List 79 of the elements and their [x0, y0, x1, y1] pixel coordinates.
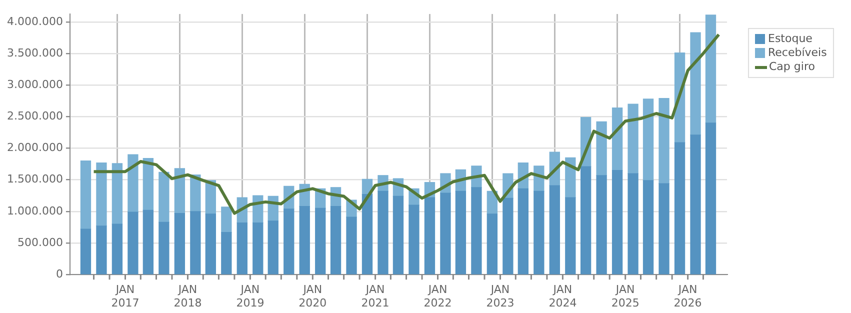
- x-tick-label: JAN 2025: [611, 283, 640, 310]
- y-tick-label: 500.000: [17, 236, 63, 249]
- bar: [534, 190, 544, 274]
- y-tick-label: 0: [56, 267, 63, 280]
- bar: [690, 134, 701, 274]
- bar: [612, 107, 623, 171]
- x-tick-label: JAN 2021: [361, 283, 390, 310]
- y-tick-label: 1.500.000: [7, 172, 63, 186]
- bar: [142, 210, 154, 274]
- bar: [642, 98, 654, 181]
- bar: [612, 170, 623, 274]
- bar: [596, 175, 607, 274]
- bar: [408, 204, 420, 274]
- x-tick-label: JAN 2020: [298, 283, 327, 310]
- bar: [284, 208, 294, 274]
- y-tick-label: 2.500.000: [7, 110, 63, 123]
- bar: [299, 206, 310, 274]
- bar: [112, 163, 123, 224]
- bar: [142, 158, 154, 210]
- bar: [628, 173, 638, 274]
- x-tick-label: JAN 2019: [236, 283, 264, 310]
- bar: [596, 121, 607, 176]
- bar: [424, 197, 436, 274]
- bar: [518, 188, 528, 274]
- bar: [112, 224, 123, 274]
- bar: [705, 14, 716, 124]
- bar: [221, 206, 232, 233]
- x-tick-label: JAN 2018: [174, 283, 202, 310]
- bar: [80, 160, 92, 230]
- bar: [392, 196, 404, 274]
- y-tick-label: 3.000.000: [7, 78, 63, 91]
- bar: [658, 98, 670, 184]
- bar: [705, 122, 716, 274]
- bar: [362, 194, 373, 274]
- bar: [330, 206, 342, 274]
- y-tick-label: 1.000.000: [7, 204, 63, 218]
- legend-label: Cap giro: [769, 60, 815, 74]
- bar: [642, 180, 654, 274]
- bar: [158, 222, 170, 274]
- bar: [190, 174, 201, 212]
- y-tick-label: 2.000.000: [7, 141, 63, 154]
- bar: [658, 183, 670, 274]
- bar: [565, 197, 576, 274]
- y-tick-label: 4.000.000: [7, 14, 63, 28]
- bar: [455, 190, 466, 274]
- bar: [549, 185, 560, 274]
- legend-label: Recebíveis: [768, 46, 827, 60]
- bar: [96, 226, 107, 274]
- bar: [174, 168, 186, 214]
- x-tick-label: JAN 2022: [424, 283, 452, 310]
- bar: [128, 154, 138, 212]
- bar: [346, 216, 357, 274]
- bar: [674, 142, 686, 274]
- bar: [378, 190, 388, 274]
- bar: [502, 198, 514, 274]
- bar: [205, 214, 216, 274]
- bar: [158, 172, 170, 222]
- bar: [628, 104, 638, 174]
- bar: [471, 187, 482, 274]
- bar: [174, 212, 186, 274]
- bar: [236, 222, 248, 274]
- bar: [190, 211, 201, 274]
- bar: [690, 32, 701, 136]
- bar: [268, 220, 278, 274]
- bar: [96, 162, 107, 226]
- x-tick-label: JAN 2024: [548, 283, 577, 310]
- x-tick-label: JAN 2026: [674, 283, 702, 310]
- bar: [80, 228, 92, 274]
- bar: [252, 222, 264, 274]
- bar: [315, 208, 326, 274]
- y-tick-label: 3.500.000: [7, 46, 63, 60]
- x-tick-label: JAN 2023: [486, 283, 514, 310]
- bar: [221, 232, 232, 274]
- legend-label: Estoque: [768, 32, 812, 46]
- bar: [440, 192, 451, 274]
- bar: [486, 214, 498, 274]
- bar: [128, 212, 138, 274]
- x-tick-label: JAN 2017: [111, 283, 140, 310]
- bar: [580, 166, 592, 274]
